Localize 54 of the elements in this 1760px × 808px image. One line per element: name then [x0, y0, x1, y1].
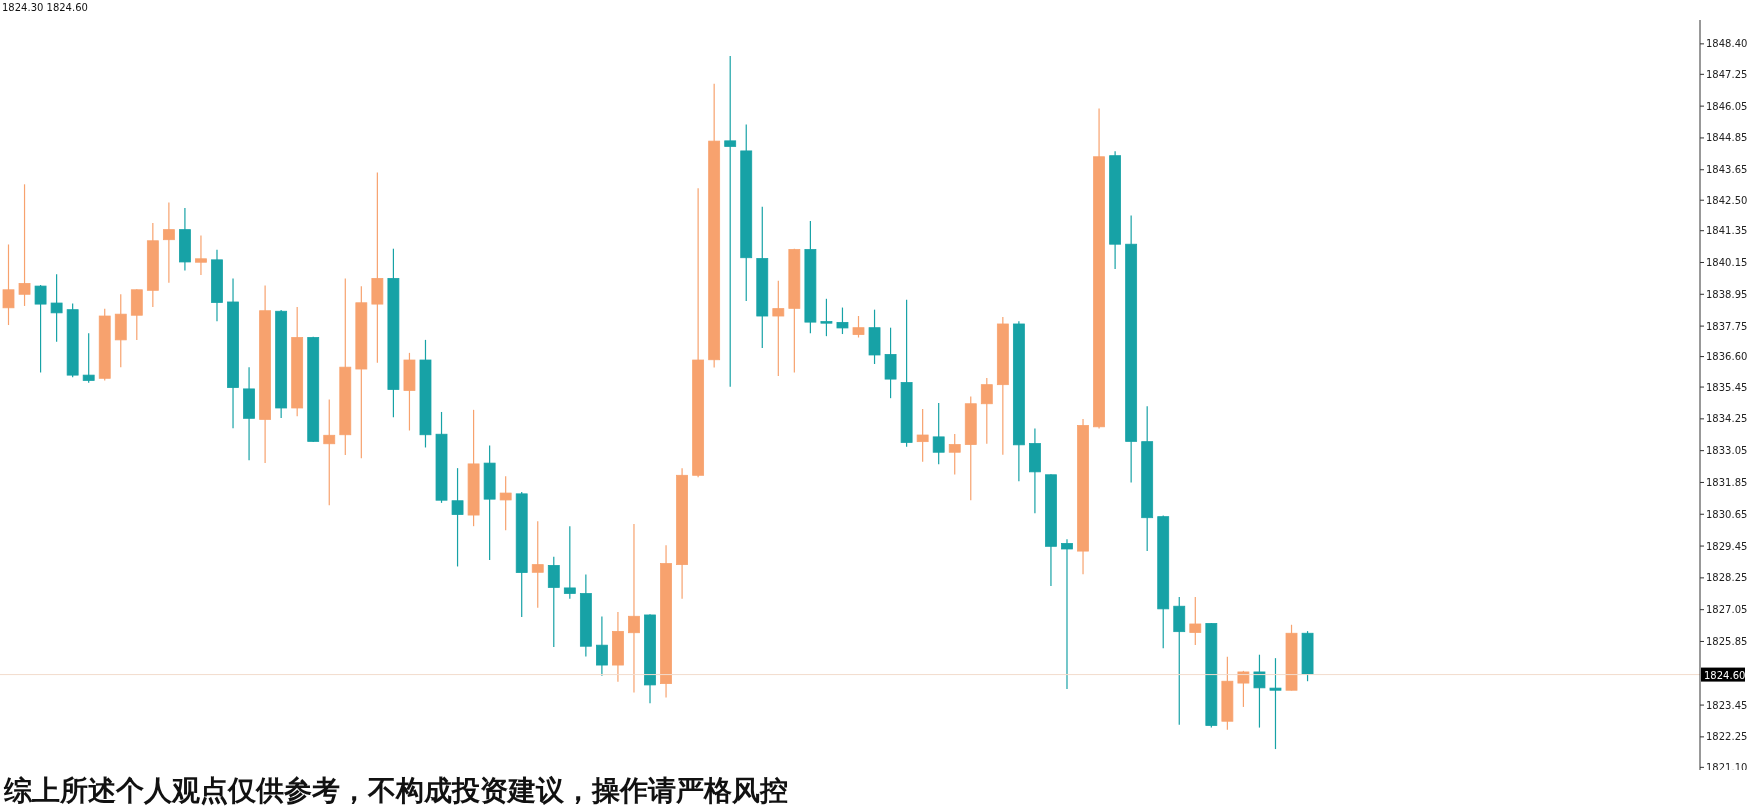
- y-tick-label: 1836.60: [1706, 351, 1748, 363]
- y-tick-label: 1822.25: [1706, 731, 1748, 743]
- ref-line-label: 1824.60: [1704, 669, 1746, 681]
- y-tick-label: 1831.85: [1706, 477, 1748, 489]
- y-tick-label: 1823.45: [1706, 699, 1748, 711]
- candlestick: [948, 433, 961, 476]
- y-tick-label: 1830.65: [1706, 508, 1748, 520]
- y-tick-label: 1841.35: [1706, 225, 1748, 237]
- candlestick: [1253, 654, 1266, 729]
- candlestick: [1269, 657, 1282, 750]
- y-tick-label: 1827.05: [1706, 604, 1748, 616]
- candlestick: [916, 408, 929, 463]
- candlestick: [18, 183, 31, 307]
- candlestick: [852, 315, 865, 339]
- candlestick: [836, 306, 849, 335]
- candlestick: [451, 467, 464, 568]
- y-tick-label: 1840.15: [1706, 257, 1748, 269]
- y-tick-label: 1844.85: [1706, 132, 1748, 144]
- candlestick: [772, 280, 785, 377]
- y-tick-label: 1828.25: [1706, 572, 1748, 584]
- candlestick: [1189, 596, 1202, 646]
- candlestick: [34, 284, 47, 374]
- candlestick: [162, 202, 175, 284]
- y-tick-label: 1829.45: [1706, 540, 1748, 552]
- y-tick-label: 1834.25: [1706, 413, 1748, 425]
- candlestick: [628, 523, 640, 694]
- candlestick: [1237, 670, 1250, 708]
- y-tick-label: 1825.85: [1706, 636, 1748, 648]
- candlestick: [547, 556, 560, 648]
- candlestick: [980, 377, 993, 445]
- candlestick: [596, 615, 608, 677]
- y-tick-label: 1837.75: [1706, 320, 1748, 332]
- y-tick-label: 1835.45: [1706, 381, 1748, 393]
- candlestick: [195, 234, 207, 276]
- y-tick-label: 1847.25: [1706, 68, 1748, 80]
- candlestick: [323, 398, 336, 506]
- y-tick-label: 1843.65: [1706, 164, 1748, 176]
- candlestick: [50, 273, 63, 343]
- candlestick: [820, 298, 833, 337]
- y-tick-label: 1848.40: [1706, 38, 1748, 50]
- candlestick: [82, 332, 95, 384]
- y-tick-label: 1846.05: [1706, 100, 1748, 112]
- candlestick: [499, 475, 512, 531]
- text: 1824.30 1824.60: [2, 2, 88, 13]
- candlestick: [1061, 538, 1073, 690]
- y-tick-label: 1842.50: [1706, 194, 1748, 206]
- candlestick: [531, 520, 544, 609]
- y-tick-label: 1833.05: [1706, 445, 1748, 457]
- candlestick: [724, 55, 737, 388]
- candlestick: [2, 243, 15, 326]
- y-tick-label: 1838.95: [1706, 288, 1748, 300]
- candlestick: [563, 525, 576, 600]
- text: 综上所述个人观点仅供参考，不构成投资建议，操作请严格风控: [4, 773, 788, 808]
- candlestick: [932, 402, 945, 465]
